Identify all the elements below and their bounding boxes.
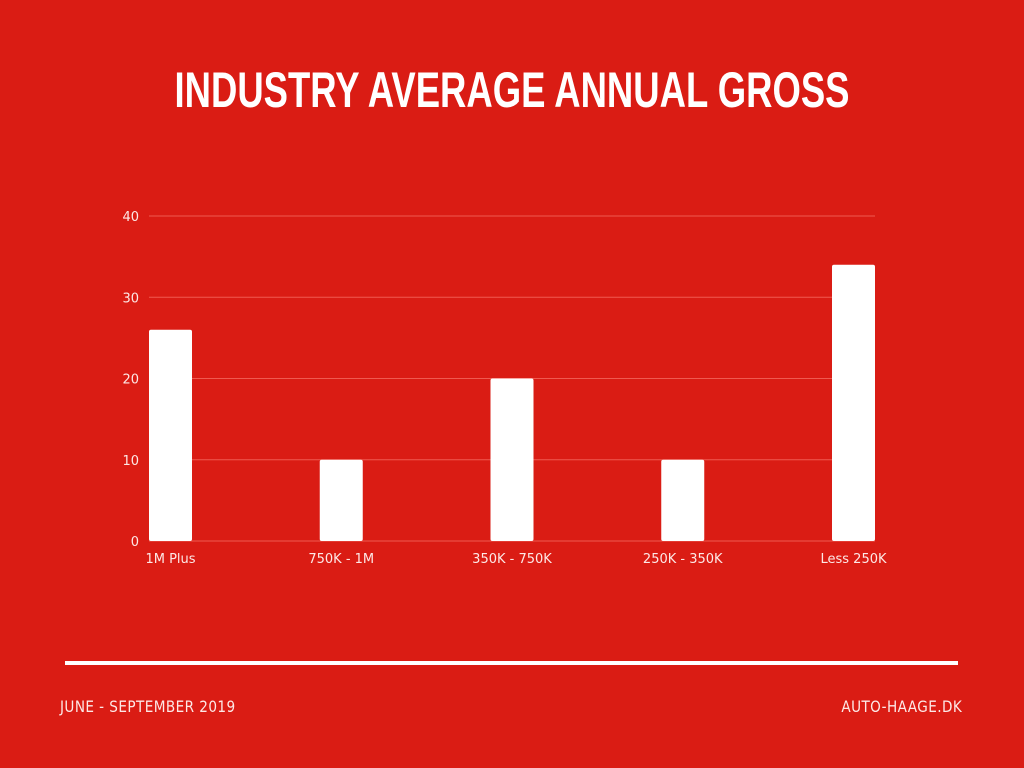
y-tick-label: 40 xyxy=(122,210,139,225)
website-label: AUTO-HAAGE.DK xyxy=(841,697,962,716)
x-tick-label: 750K - 1M xyxy=(308,552,374,567)
bar-1m-plus xyxy=(149,329,192,541)
y-tick-label: 30 xyxy=(122,291,139,306)
bar-350k-750k xyxy=(490,378,534,541)
y-tick-label: 0 xyxy=(131,535,139,550)
y-tick-label: 10 xyxy=(122,454,139,469)
bar-chart: 0 10 20 30 40 1M Plus 750K - 1M 350K - 750K 250K… xyxy=(122,210,887,567)
chart-title-wrap: INDUSTRY AVERAGE ANNUAL GROSS xyxy=(175,62,850,118)
bar-less-250k xyxy=(832,264,875,541)
x-tick-label: 1M Plus xyxy=(145,552,195,567)
chart-title: INDUSTRY AVERAGE ANNUAL GROSS xyxy=(175,62,850,118)
date-range-label: JUNE - SEPTEMBER 2019 xyxy=(60,697,236,716)
y-tick-label: 20 xyxy=(122,373,139,388)
x-tick-label: 350K - 750K xyxy=(472,552,552,567)
footer-divider xyxy=(65,661,958,665)
bar-750k-1m xyxy=(319,459,363,541)
bar-250k-350k xyxy=(661,459,705,541)
x-tick-label: Less 250K xyxy=(820,552,887,567)
x-tick-label: 250K - 350K xyxy=(643,552,723,567)
